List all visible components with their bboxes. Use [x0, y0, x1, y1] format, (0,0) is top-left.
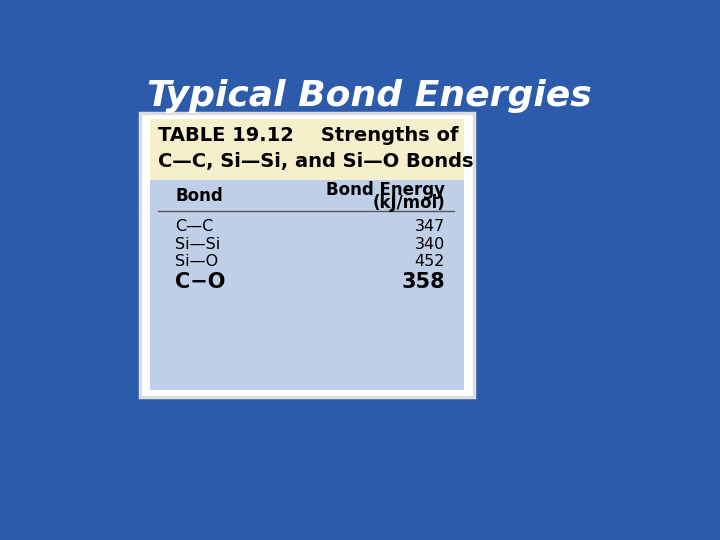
Text: Si—O: Si—O	[175, 254, 218, 269]
FancyBboxPatch shape	[150, 119, 464, 180]
FancyBboxPatch shape	[140, 112, 474, 397]
Text: C−O: C−O	[175, 272, 225, 292]
FancyBboxPatch shape	[150, 119, 464, 390]
Text: C—C, Si—Si, and Si—O Bonds: C—C, Si—Si, and Si—O Bonds	[158, 152, 474, 171]
Text: C—C: C—C	[175, 219, 214, 234]
Text: 340: 340	[415, 237, 445, 252]
Text: Si—Si: Si—Si	[175, 237, 220, 252]
Text: 358: 358	[401, 272, 445, 292]
Text: Bond Energy: Bond Energy	[326, 180, 445, 199]
Text: 452: 452	[415, 254, 445, 269]
Text: (kJ/mol): (kJ/mol)	[372, 194, 445, 212]
Text: TABLE 19.12    Strengths of: TABLE 19.12 Strengths of	[158, 126, 459, 145]
Text: 347: 347	[415, 219, 445, 234]
Text: Typical Bond Energies: Typical Bond Energies	[147, 79, 591, 113]
Text: Bond: Bond	[175, 187, 223, 205]
